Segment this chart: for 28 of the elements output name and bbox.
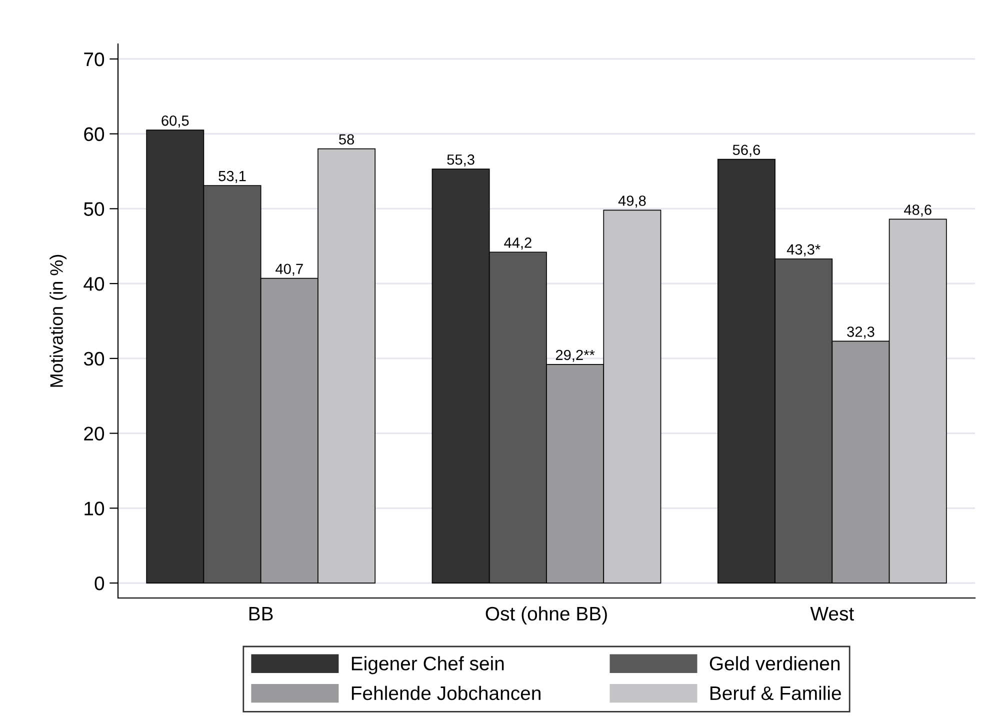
y-tick-label: 30 [84,352,104,366]
legend-label: Geld verdienen [710,656,840,670]
data-label: 29,2** [556,350,595,362]
y-tick-label: 10 [84,502,104,516]
y-tick-label: 60 [84,127,104,142]
legend-label: Beruf & Familie [710,686,841,700]
y-tick-label: 0 [94,576,104,590]
data-label: 43,3* [786,244,820,256]
y-tick-label: 70 [84,52,104,66]
y-tick-label: 40 [84,277,104,291]
x-tick-label: BB [249,607,273,620]
data-label: 49,8 [618,196,646,208]
data-label: 53,1 [218,170,246,183]
data-label: 44,2 [504,238,532,250]
x-tick-label: Ost (ohne BB) [486,606,607,624]
y-tick-label: 50 [84,202,104,216]
legend-label: Eigener Chef sein [352,656,504,674]
data-label: 60,5 [162,115,189,128]
x-tick-label: West [810,607,854,621]
data-label: 58 [339,134,354,145]
data-label: 55,3 [447,154,474,166]
data-label: 32,3 [847,326,874,339]
legend-label: Fehlende Jobchancen [352,686,540,700]
y-axis-title: Motivation (in %) [50,254,67,387]
data-label: 48,6 [904,204,932,217]
y-tick-label: 20 [84,426,104,441]
data-label: 56,6 [732,144,760,157]
data-label: 40,7 [276,264,303,276]
